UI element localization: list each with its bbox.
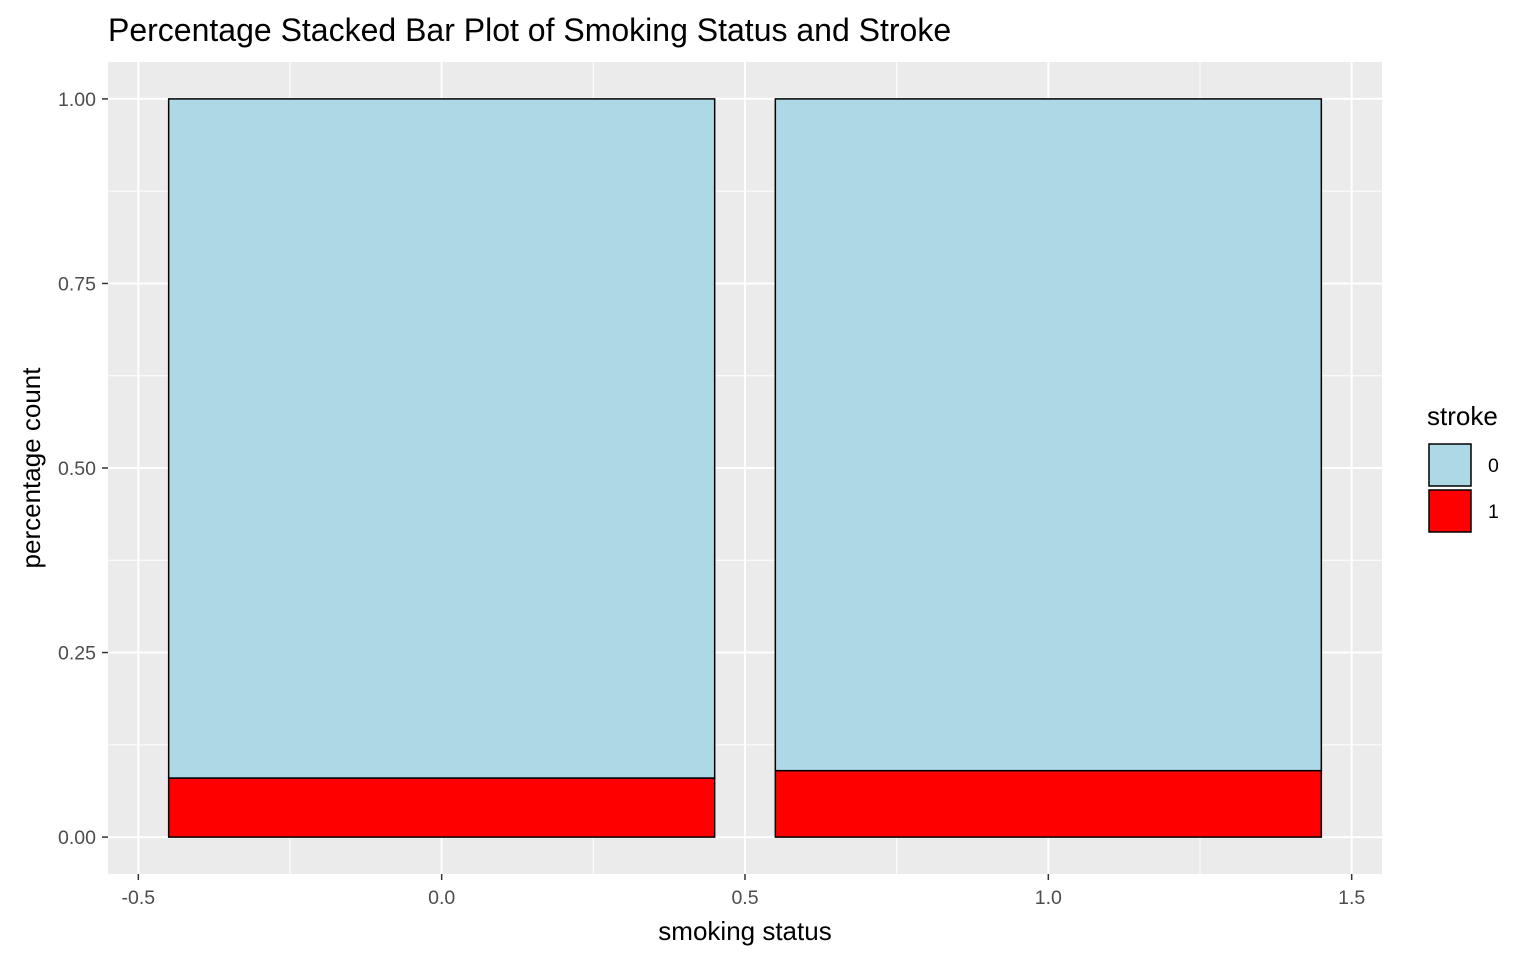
bar-segment-stroke-0	[774, 98, 1323, 772]
bar-segment-stroke-1	[167, 777, 716, 838]
x-axis-title: smoking status	[658, 916, 831, 946]
x-tick-label: 0.5	[731, 887, 758, 909]
x-tick-label: 0.0	[428, 887, 455, 909]
bar-segment-stroke-0	[167, 98, 716, 779]
legend-key-0	[1428, 443, 1472, 487]
y-tick-label: 0.00	[58, 827, 96, 849]
bars	[167, 98, 1323, 838]
x-tick-label: -0.5	[122, 887, 156, 909]
y-tick-label: 0.75	[58, 273, 96, 295]
axes: -0.5 0.0 0.5 1.0 1.5 0.00 0.25 0.50 0.75 1.00	[58, 89, 1365, 909]
x-tick-label: 1.0	[1035, 887, 1062, 909]
legend-key-1	[1428, 489, 1472, 533]
y-tick-label: 1.00	[58, 89, 96, 111]
x-tick-label: 1.5	[1338, 887, 1365, 909]
legend-label-1: 1	[1488, 501, 1499, 523]
y-tick-label: 0.25	[58, 643, 96, 665]
y-tick-label: 0.50	[58, 458, 96, 480]
legend-title: stroke	[1427, 401, 1498, 431]
y-axis-title: percentage count	[16, 367, 46, 569]
chart-title: Percentage Stacked Bar Plot of Smoking S…	[108, 12, 951, 48]
legend: stroke 0 1	[1427, 401, 1499, 533]
legend-label-0: 0	[1488, 455, 1499, 477]
bar-segment-stroke-1	[774, 769, 1323, 838]
